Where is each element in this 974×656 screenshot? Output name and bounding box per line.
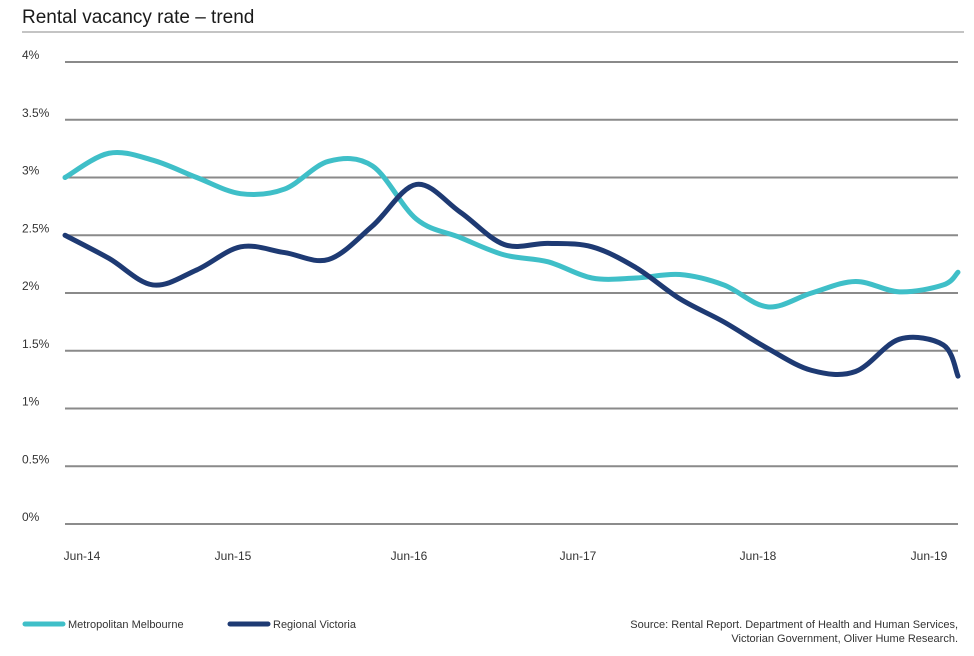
series-line-regional-victoria	[62, 181, 961, 379]
y-tick-label: 3%	[22, 164, 40, 178]
x-tick-label: Jun-16	[391, 549, 428, 563]
source-note: Source: Rental Report. Department of Hea…	[630, 619, 958, 645]
y-tick-label: 0%	[22, 510, 40, 524]
x-tick-label: Jun-15	[215, 549, 252, 563]
y-tick-label: 2.5%	[22, 221, 50, 235]
y-tick-label: 1.5%	[22, 337, 50, 351]
legend: Metropolitan Melbourne Regional Victoria	[22, 619, 357, 631]
y-axis-ticks: 0% 0.5% 1% 1.5% 2% 2.5% 3% 3.5% 4%	[22, 48, 50, 524]
y-tick-label: 3.5%	[22, 106, 50, 120]
grid-lines	[65, 61, 958, 525]
legend-label: Metropolitan Melbourne	[68, 619, 184, 631]
series-lines	[62, 150, 961, 379]
x-tick-label: Jun-18	[740, 549, 777, 563]
x-tick-label: Jun-14	[64, 549, 101, 563]
chart-title: Rental vacancy rate – trend	[22, 7, 254, 28]
y-tick-label: 2%	[22, 279, 40, 293]
series-line-metropolitan-melbourne	[62, 150, 961, 310]
y-tick-label: 4%	[22, 48, 40, 62]
source-line: Victorian Government, Oliver Hume Resear…	[731, 633, 958, 645]
x-tick-label: Jun-17	[560, 549, 597, 563]
y-tick-label: 0.5%	[22, 452, 50, 466]
legend-label: Regional Victoria	[273, 619, 357, 631]
y-tick-label: 1%	[22, 395, 40, 409]
x-tick-label: Jun-19	[911, 549, 948, 563]
source-line: Source: Rental Report. Department of Hea…	[630, 619, 958, 631]
x-axis-ticks: Jun-14 Jun-15 Jun-16 Jun-17 Jun-18 Jun-19	[64, 549, 948, 563]
